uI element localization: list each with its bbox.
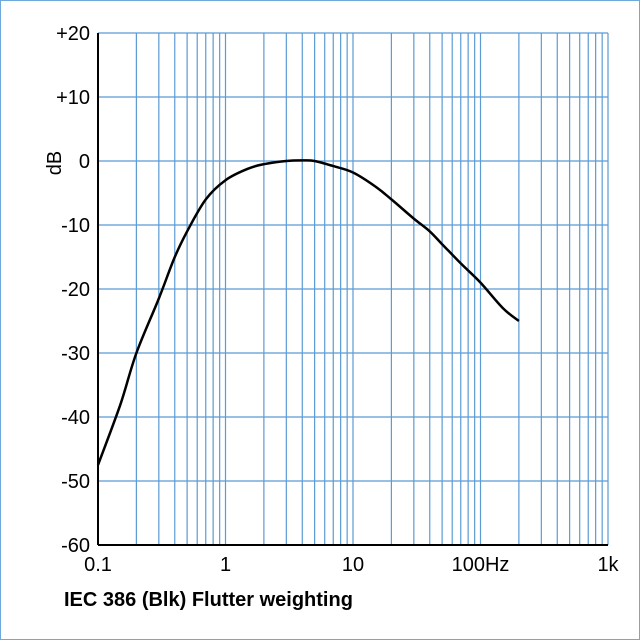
y-tick-label: -20 bbox=[61, 279, 90, 301]
y-tick-label: -40 bbox=[61, 407, 90, 429]
grid bbox=[97, 32, 609, 546]
y-axis-label: dB bbox=[44, 151, 66, 175]
x-tick-label: 0.1 bbox=[84, 554, 112, 576]
x-tick-label: 1k bbox=[597, 554, 619, 576]
x-tick-label: 10 bbox=[342, 554, 364, 576]
x-tick-label: 1 bbox=[220, 554, 231, 576]
y-tick-label: -10 bbox=[61, 215, 90, 237]
weighting-curve bbox=[96, 159, 520, 466]
y-tick-label: -30 bbox=[61, 343, 90, 365]
y-tick-labels: +20 +10 0 -10 -20 -30 -40 -50 -60 bbox=[56, 23, 90, 557]
y-tick-label: +10 bbox=[56, 87, 90, 109]
axes bbox=[97, 33, 608, 546]
x-tick-label: 100Hz bbox=[452, 554, 510, 576]
series-group bbox=[96, 159, 520, 466]
chart-title: IEC 386 (Blk) Flutter weighting bbox=[64, 589, 353, 611]
x-tick-labels: 0.1 1 10 100Hz 1k bbox=[84, 554, 619, 576]
y-tick-label: 0 bbox=[79, 151, 90, 173]
y-tick-label: -60 bbox=[61, 535, 90, 557]
y-tick-label: +20 bbox=[56, 23, 90, 45]
y-tick-label: -50 bbox=[61, 471, 90, 493]
